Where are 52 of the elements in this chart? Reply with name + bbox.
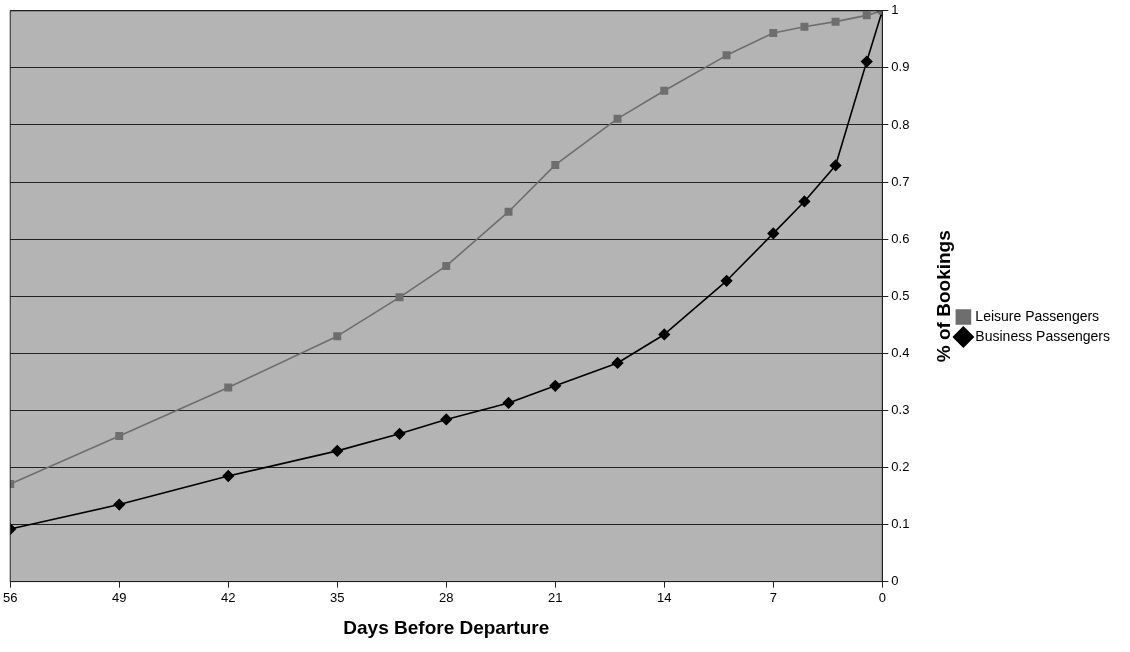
point [862, 11, 871, 20]
y-tick-label: 0.9 [891, 59, 910, 75]
legend-label: Business Passengers [975, 327, 1111, 344]
y-tick-label: 1 [891, 2, 899, 18]
point [658, 328, 671, 341]
point [660, 86, 669, 95]
x-tick-label: 56 [3, 589, 18, 605]
y-tick-label: 0.2 [891, 459, 910, 475]
point [222, 470, 235, 482]
point [798, 195, 811, 208]
point [860, 55, 873, 68]
point [613, 114, 622, 123]
y-tick-label: 0.1 [891, 516, 910, 532]
point [331, 445, 344, 457]
x-tick-label: 0 [878, 589, 886, 605]
point [769, 29, 778, 38]
point [611, 357, 624, 369]
point [549, 380, 562, 392]
point [720, 274, 733, 287]
point [829, 159, 842, 172]
x-tick-label: 49 [112, 589, 127, 605]
y-tick-label: 0.8 [891, 116, 910, 132]
x-tick-label: 7 [769, 589, 777, 605]
point [115, 432, 124, 441]
point [767, 227, 780, 240]
legend-label: Leisure Passengers [975, 307, 1100, 324]
y-axis-title: % of Bookings [932, 230, 954, 363]
x-tick-label: 35 [330, 589, 345, 605]
x-axis-title: Days Before Departure [343, 616, 550, 638]
x-tick-label: 21 [548, 589, 563, 605]
x-tick-label: 14 [657, 589, 672, 605]
y-tick-label: 0.7 [891, 173, 910, 189]
point [504, 207, 513, 216]
point [502, 397, 515, 409]
y-tick-label: 0.6 [891, 230, 910, 246]
y-tick-label: 0.5 [891, 287, 910, 303]
point [722, 51, 731, 60]
point [442, 261, 451, 270]
point [440, 413, 453, 426]
y-tick-label: 0.4 [891, 344, 910, 360]
y-tick-label: 0.3 [891, 401, 910, 417]
x-tick-label: 28 [439, 589, 454, 605]
y-tick-label: 0 [891, 573, 899, 589]
point [333, 332, 342, 341]
point [393, 427, 406, 440]
point [831, 17, 840, 26]
point [800, 22, 809, 31]
point [224, 383, 233, 392]
x-tick-label: 42 [221, 589, 236, 605]
point [551, 160, 560, 169]
point [113, 498, 126, 511]
point [395, 293, 404, 302]
